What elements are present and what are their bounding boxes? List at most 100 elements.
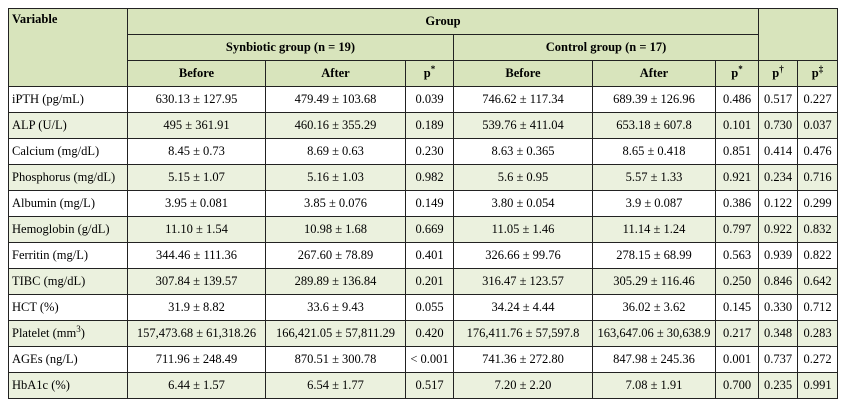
value-cell: 3.9 ± 0.087	[592, 190, 716, 217]
value-cell: 0.517	[405, 372, 454, 399]
table-row: Hemoglobin (g/dL) 11.10 ± 1.54 10.98 ± 1.6…	[8, 216, 839, 243]
value-cell: 31.9 ± 8.82	[127, 294, 266, 321]
value-cell: 0.001	[714, 346, 760, 373]
value-cell: 0.386	[714, 190, 760, 217]
variable-cell: Platelet (mm3)	[8, 320, 128, 347]
column-header: After	[265, 60, 406, 87]
text-part: p	[811, 66, 819, 80]
column-header: p*	[405, 60, 454, 87]
value-cell: 495 ± 361.91	[127, 112, 266, 139]
value-cell: 0.037	[797, 112, 839, 139]
value-cell: 0.283	[797, 320, 839, 347]
value-cell: 0.299	[797, 190, 839, 217]
value-cell: 847.98 ± 245.36	[592, 346, 716, 373]
value-cell: 0.939	[758, 242, 799, 269]
value-cell: 7.20 ± 2.20	[453, 372, 593, 399]
column-header: p*	[714, 60, 760, 87]
value-cell: 0.348	[758, 320, 799, 347]
value-cell: 0.716	[797, 164, 839, 191]
value-cell: 0.401	[405, 242, 454, 269]
value-cell: 0.330	[758, 294, 799, 321]
value-cell: 3.85 ± 0.076	[265, 190, 406, 217]
value-cell: 8.45 ± 0.73	[127, 138, 266, 165]
value-cell: 0.700	[714, 372, 760, 399]
table-row: TIBC (mg/dL) 307.84 ± 139.57 289.89 ± 136.…	[8, 268, 839, 295]
header-cell	[758, 8, 839, 61]
value-cell: 305.29 ± 116.46	[592, 268, 716, 295]
table-row: ALP (U/L) 495 ± 361.91 460.16 ± 355.29 0.18…	[8, 112, 839, 139]
value-cell: 10.98 ± 1.68	[265, 216, 406, 243]
value-cell: 5.57 ± 1.33	[592, 164, 716, 191]
header-cell: Variable	[8, 8, 128, 87]
column-header: After	[592, 60, 716, 87]
value-cell: 0.230	[405, 138, 454, 165]
text-part: p	[772, 66, 780, 80]
variable-cell: HCT (%)	[8, 294, 128, 321]
value-cell: 0.669	[405, 216, 454, 243]
superscript: †	[779, 63, 784, 74]
text-part: Platelet (mm	[12, 326, 77, 340]
value-cell: 5.6 ± 0.95	[453, 164, 593, 191]
value-cell: 0.145	[714, 294, 760, 321]
value-cell: 741.36 ± 272.80	[453, 346, 593, 373]
value-cell: 8.65 ± 0.418	[592, 138, 716, 165]
value-cell: 0.101	[714, 112, 760, 139]
value-cell: 0.642	[797, 268, 839, 295]
value-cell: 0.921	[714, 164, 760, 191]
value-cell: 0.832	[797, 216, 839, 243]
value-cell: 166,421.05 ± 57,811.29	[265, 320, 406, 347]
variable-cell: Ferritin (mg/L)	[8, 242, 128, 269]
value-cell: 0.851	[714, 138, 760, 165]
value-cell: 8.63 ± 0.365	[453, 138, 593, 165]
value-cell: 0.517	[758, 86, 799, 113]
value-cell: 0.217	[714, 320, 760, 347]
variable-cell: Calcium (mg/dL)	[8, 138, 128, 165]
value-cell: 0.712	[797, 294, 839, 321]
data-table: Variable Group Synbiotic group (n = 19) …	[8, 8, 839, 399]
value-cell: 653.18 ± 607.8	[592, 112, 716, 139]
value-cell: 289.89 ± 136.84	[265, 268, 406, 295]
value-cell: 870.51 ± 300.78	[265, 346, 406, 373]
value-cell: 0.797	[714, 216, 760, 243]
text-part: p	[731, 66, 739, 80]
value-cell: 0.737	[758, 346, 799, 373]
value-cell: 6.54 ± 1.77	[265, 372, 406, 399]
value-cell: 11.10 ± 1.54	[127, 216, 266, 243]
value-cell: 5.15 ± 1.07	[127, 164, 266, 191]
value-cell: 157,473.68 ± 61,318.26	[127, 320, 266, 347]
value-cell: 0.201	[405, 268, 454, 295]
value-cell: 316.47 ± 123.57	[453, 268, 593, 295]
value-cell: 0.227	[797, 86, 839, 113]
variable-cell: Phosphorus (mg/dL)	[8, 164, 128, 191]
table-row: Ferritin (mg/L) 344.46 ± 111.36 267.60 ± 7…	[8, 242, 839, 269]
value-cell: 539.76 ± 411.04	[453, 112, 593, 139]
variable-cell: AGEs (ng/L)	[8, 346, 128, 373]
value-cell: 0.414	[758, 138, 799, 165]
column-header: Before	[453, 60, 593, 87]
value-cell: 746.62 ± 117.34	[453, 86, 593, 113]
value-cell: 34.24 ± 4.44	[453, 294, 593, 321]
value-cell: 689.39 ± 126.96	[592, 86, 716, 113]
value-cell: 0.420	[405, 320, 454, 347]
value-cell: 11.05 ± 1.46	[453, 216, 593, 243]
value-cell: 0.922	[758, 216, 799, 243]
text-part: )	[80, 326, 85, 340]
value-cell: 267.60 ± 78.89	[265, 242, 406, 269]
value-cell: 0.991	[797, 372, 839, 399]
table-row: Albumin (mg/L) 3.95 ± 0.081 3.85 ± 0.076 0.…	[8, 190, 839, 217]
table-row: Phosphorus (mg/dL) 5.15 ± 1.07 5.16 ± 1.03…	[8, 164, 839, 191]
value-cell: 0.250	[714, 268, 760, 295]
value-cell: 0.822	[797, 242, 839, 269]
value-cell: 0.189	[405, 112, 454, 139]
table-row: HbA1c (%) 6.44 ± 1.57 6.54 ± 1.77 0.517 7.20…	[8, 372, 839, 399]
value-cell: 0.486	[714, 86, 760, 113]
header-cell: Control group (n = 17)	[452, 34, 760, 61]
value-cell: 0.982	[405, 164, 454, 191]
value-cell: 460.16 ± 355.29	[265, 112, 406, 139]
table-row: iPTH (pg/mL) 630.13 ± 127.95 479.49 ± 103.…	[8, 86, 839, 113]
superscript: 3	[76, 323, 81, 334]
table-row: HCT (%) 31.9 ± 8.82 33.6 ± 9.43 0.055 34.24 …	[8, 294, 839, 321]
value-cell: 344.46 ± 111.36	[127, 242, 266, 269]
value-cell: 307.84 ± 139.57	[127, 268, 266, 295]
